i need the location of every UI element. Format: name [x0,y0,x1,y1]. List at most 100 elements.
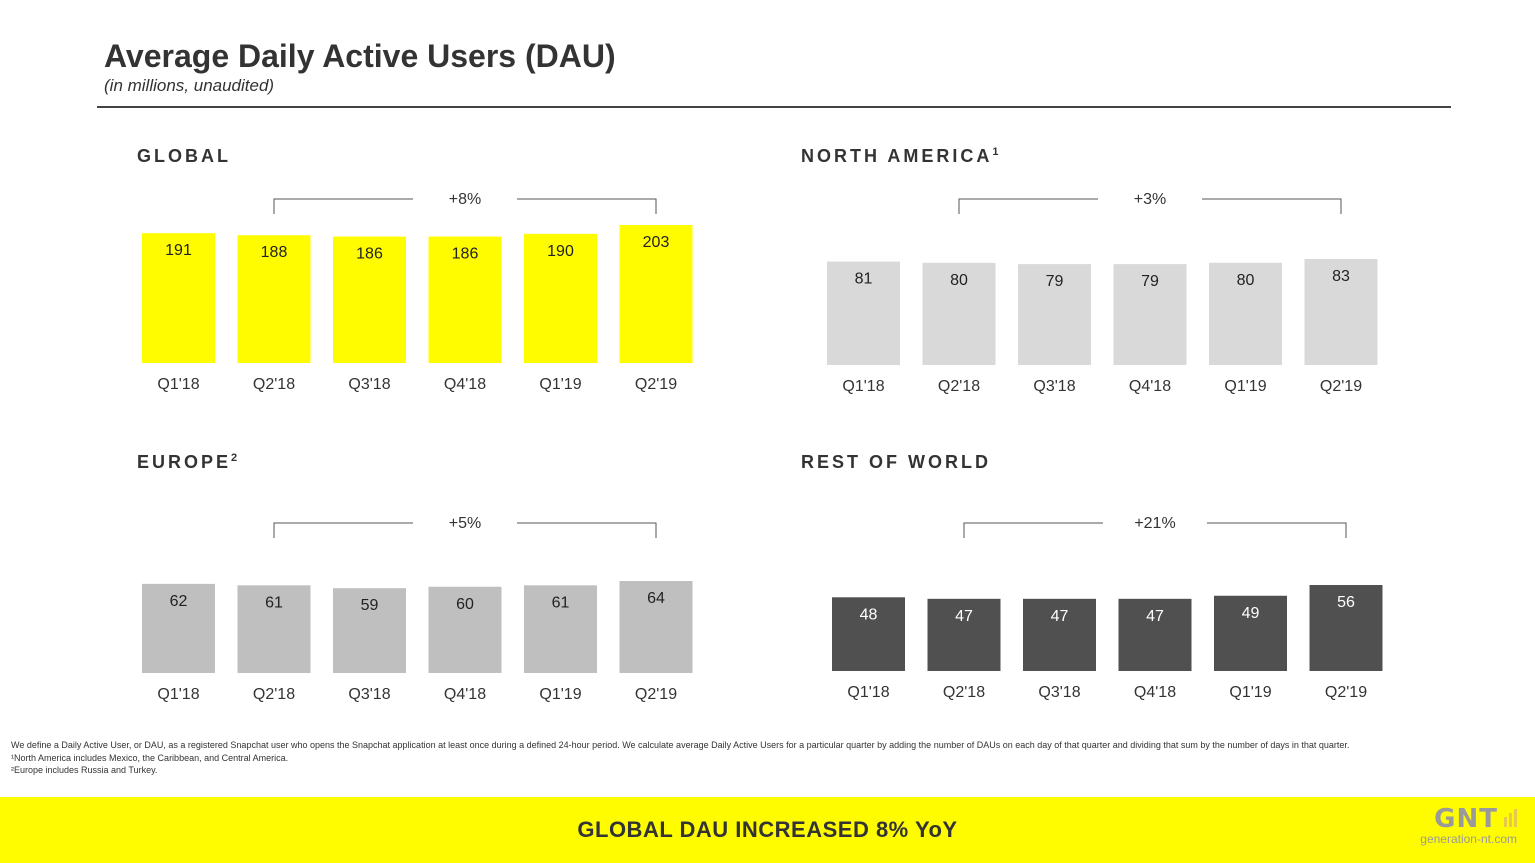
north-america-value-label-6: 83 [1332,268,1350,285]
global-bar-4 [428,236,502,363]
europe-value-label-1: 62 [170,593,188,610]
footnote-europe: ²Europe includes Russia and Turkey. [11,765,158,775]
north-america-value-label-4: 79 [1141,273,1159,290]
europe-category-label-5: Q1'19 [539,686,581,703]
panel-title-north-america: NORTH AMERICA1 [801,146,999,166]
footnotes: We define a Daily Active User, or DAU, a… [11,739,1411,777]
europe-value-label-3: 59 [361,597,379,614]
north-america-category-label-2: Q2'18 [938,378,980,395]
rest-of-world-category-label-4: Q4'18 [1134,684,1176,701]
global-category-label-3: Q3'18 [348,376,390,393]
rest-of-world-value-label-3: 47 [1051,608,1069,625]
europe-bar-6 [619,581,693,673]
footnote-north-america: ¹North America includes Mexico, the Cari… [11,752,289,763]
rest-of-world-value-label-2: 47 [955,608,973,625]
global-value-label-2: 188 [261,244,288,261]
north-america-bar-6 [1304,259,1378,365]
panel-title-europe: EUROPE2 [137,452,238,472]
north-america-value-label-3: 79 [1046,273,1064,290]
north-america-bar-1 [827,261,900,365]
europe-category-label-1: Q1'18 [157,686,199,703]
watermark-site: generation-nt.com [1420,832,1517,846]
north-america-category-label-6: Q2'19 [1320,378,1362,395]
global-category-label-6: Q2'19 [635,376,677,393]
north-america-bar-3 [1018,264,1091,365]
north-america-category-label-1: Q1'18 [842,378,884,395]
rest-of-world-bar-4 [1118,598,1192,671]
rest-of-world-bar-3 [1023,598,1096,671]
europe-bar-2 [237,585,311,673]
page-title: Average Daily Active Users (DAU) [104,38,616,74]
rest-of-world-category-label-3: Q3'18 [1038,684,1080,701]
north-america-growth-label: +3% [1134,191,1166,208]
global-bar-5 [524,233,597,363]
bottom-banner: GLOBAL DAU INCREASED 8% YoY [0,797,1535,863]
europe-category-label-2: Q2'18 [253,686,295,703]
europe-value-label-6: 64 [647,590,665,607]
europe-growth-label: +5% [449,515,481,532]
north-america-category-label-5: Q1'19 [1224,378,1266,395]
global-bar-1 [142,233,215,363]
rest-of-world-bar-6 [1309,585,1383,671]
europe-category-label-3: Q3'18 [348,686,390,703]
rest-of-world-bar-1 [832,597,905,671]
chart-global: +8% 191 Q1'18 188 Q2'18 186 Q3'18 186 Q4'18 190 Q1… [142,191,693,393]
europe-bar-1 [142,583,215,673]
rest-of-world-value-label-4: 47 [1146,608,1164,625]
rest-of-world-category-label-1: Q1'18 [847,684,889,701]
europe-category-label-6: Q2'19 [635,686,677,703]
footnote-dau-definition: We define a Daily Active User, or DAU, a… [11,740,1350,750]
europe-value-label-4: 60 [456,596,474,613]
europe-bar-4 [428,586,502,673]
rest-of-world-bar-5 [1214,595,1287,671]
signal-bars-icon [1502,806,1517,832]
global-category-label-2: Q2'18 [253,376,295,393]
europe-value-label-2: 61 [265,594,283,611]
europe-value-label-5: 61 [552,594,570,611]
global-bar-3 [333,236,406,363]
north-america-value-label-1: 81 [855,271,873,288]
global-category-label-5: Q1'19 [539,376,581,393]
north-america-category-label-4: Q4'18 [1129,378,1171,395]
chart-rest-of-world: +21% 48 Q1'18 47 Q2'18 47 Q3'18 47 Q4'18 49 Q1'19 5… [832,515,1383,701]
north-america-category-label-3: Q3'18 [1033,378,1075,395]
panel-title-rest-of-world: REST OF WORLD [801,452,991,472]
europe-growth-bracket: +5% [273,515,657,538]
panel-title-global: GLOBAL [137,146,231,166]
rest-of-world-growth-label: +21% [1134,515,1175,532]
global-bar-2 [237,235,311,363]
north-america-value-label-2: 80 [950,272,968,289]
global-value-label-1: 191 [165,242,192,259]
rest-of-world-value-label-1: 48 [860,606,878,623]
global-category-label-1: Q1'18 [157,376,199,393]
rest-of-world-category-label-2: Q2'18 [943,684,985,701]
rest-of-world-bar-2 [927,598,1001,671]
global-value-label-4: 186 [452,246,479,263]
title-divider [97,106,1451,108]
rest-of-world-value-label-6: 56 [1337,594,1355,611]
chart-europe: +5% 62 Q1'18 61 Q2'18 59 Q3'18 60 Q4'18 61 Q1'19 64… [142,515,693,703]
watermark-logo: GNT [1420,806,1517,832]
rest-of-world-growth-bracket: +21% [963,515,1347,538]
global-value-label-3: 186 [356,246,383,263]
north-america-bar-2 [922,262,996,365]
north-america-bar-4 [1113,264,1187,365]
page-subtitle: (in millions, unaudited) [104,76,275,95]
global-growth-bracket: +8% [273,191,657,214]
global-value-label-6: 203 [643,234,670,251]
europe-bar-3 [333,588,406,673]
global-value-label-5: 190 [547,243,574,260]
global-bar-6 [619,225,693,363]
europe-bar-5 [524,585,597,673]
global-growth-label: +8% [449,191,481,208]
watermark: GNT generation-nt.com [1420,806,1517,846]
rest-of-world-value-label-5: 49 [1242,605,1260,622]
chart-north-america: +3% 81 Q1'18 80 Q2'18 79 Q3'18 79 Q4'18 80 Q1'19 83… [827,191,1378,395]
north-america-growth-bracket: +3% [958,191,1342,214]
rest-of-world-category-label-6: Q2'19 [1325,684,1367,701]
north-america-value-label-5: 80 [1237,272,1255,289]
global-category-label-4: Q4'18 [444,376,486,393]
rest-of-world-category-label-5: Q1'19 [1229,684,1271,701]
banner-text: GLOBAL DAU INCREASED 8% YoY [577,817,958,842]
europe-category-label-4: Q4'18 [444,686,486,703]
